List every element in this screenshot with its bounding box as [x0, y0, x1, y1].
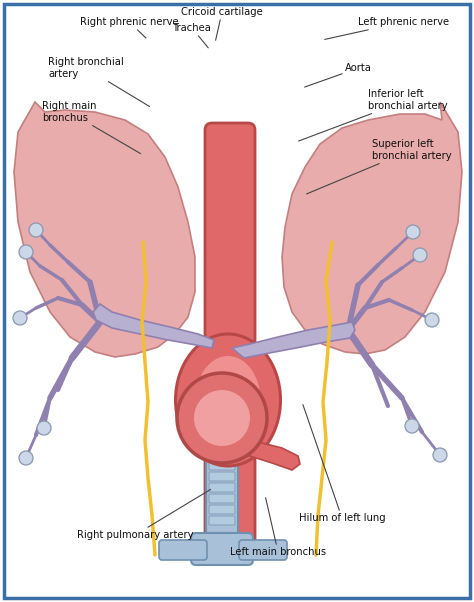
Ellipse shape [175, 334, 281, 466]
FancyBboxPatch shape [209, 362, 235, 371]
FancyBboxPatch shape [209, 428, 235, 437]
Text: Right bronchial
artery: Right bronchial artery [48, 57, 150, 107]
Circle shape [37, 421, 51, 435]
FancyBboxPatch shape [239, 540, 287, 560]
FancyBboxPatch shape [206, 351, 238, 535]
FancyBboxPatch shape [209, 406, 235, 415]
FancyBboxPatch shape [205, 123, 255, 547]
Circle shape [19, 451, 33, 465]
FancyBboxPatch shape [209, 439, 235, 448]
Circle shape [433, 448, 447, 462]
FancyBboxPatch shape [209, 472, 235, 481]
Text: Inferior left
bronchial artery: Inferior left bronchial artery [299, 89, 447, 141]
Circle shape [413, 248, 427, 262]
Text: Hilum of left lung: Hilum of left lung [299, 405, 385, 523]
Circle shape [19, 245, 33, 259]
FancyBboxPatch shape [209, 494, 235, 503]
Circle shape [194, 390, 250, 446]
FancyBboxPatch shape [209, 384, 235, 393]
Polygon shape [282, 102, 462, 354]
Text: Left main bronchus: Left main bronchus [230, 498, 326, 557]
Ellipse shape [195, 356, 261, 444]
Polygon shape [232, 322, 355, 358]
FancyBboxPatch shape [191, 533, 253, 565]
Circle shape [425, 313, 439, 327]
Text: Left phrenic nerve: Left phrenic nerve [325, 17, 449, 39]
Text: Cricoid cartilage: Cricoid cartilage [181, 7, 263, 40]
Polygon shape [93, 304, 214, 348]
FancyBboxPatch shape [209, 373, 235, 382]
FancyBboxPatch shape [209, 505, 235, 514]
Text: Right pulmonary artery: Right pulmonary artery [77, 489, 210, 540]
FancyBboxPatch shape [209, 395, 235, 404]
Circle shape [406, 225, 420, 239]
FancyBboxPatch shape [209, 417, 235, 426]
Circle shape [405, 419, 419, 433]
FancyBboxPatch shape [159, 540, 207, 560]
Text: Aorta: Aorta [305, 63, 372, 87]
Text: Right main
bronchus: Right main bronchus [42, 101, 141, 154]
Polygon shape [14, 102, 195, 357]
Text: Trachea: Trachea [173, 23, 211, 48]
Text: Superior left
bronchial artery: Superior left bronchial artery [307, 139, 452, 194]
FancyBboxPatch shape [209, 516, 235, 525]
FancyBboxPatch shape [209, 461, 235, 470]
Circle shape [177, 373, 267, 463]
Circle shape [29, 223, 43, 237]
FancyBboxPatch shape [209, 483, 235, 492]
Polygon shape [232, 442, 300, 470]
Circle shape [13, 311, 27, 325]
Text: Right phrenic nerve: Right phrenic nerve [80, 17, 179, 38]
FancyBboxPatch shape [209, 450, 235, 459]
